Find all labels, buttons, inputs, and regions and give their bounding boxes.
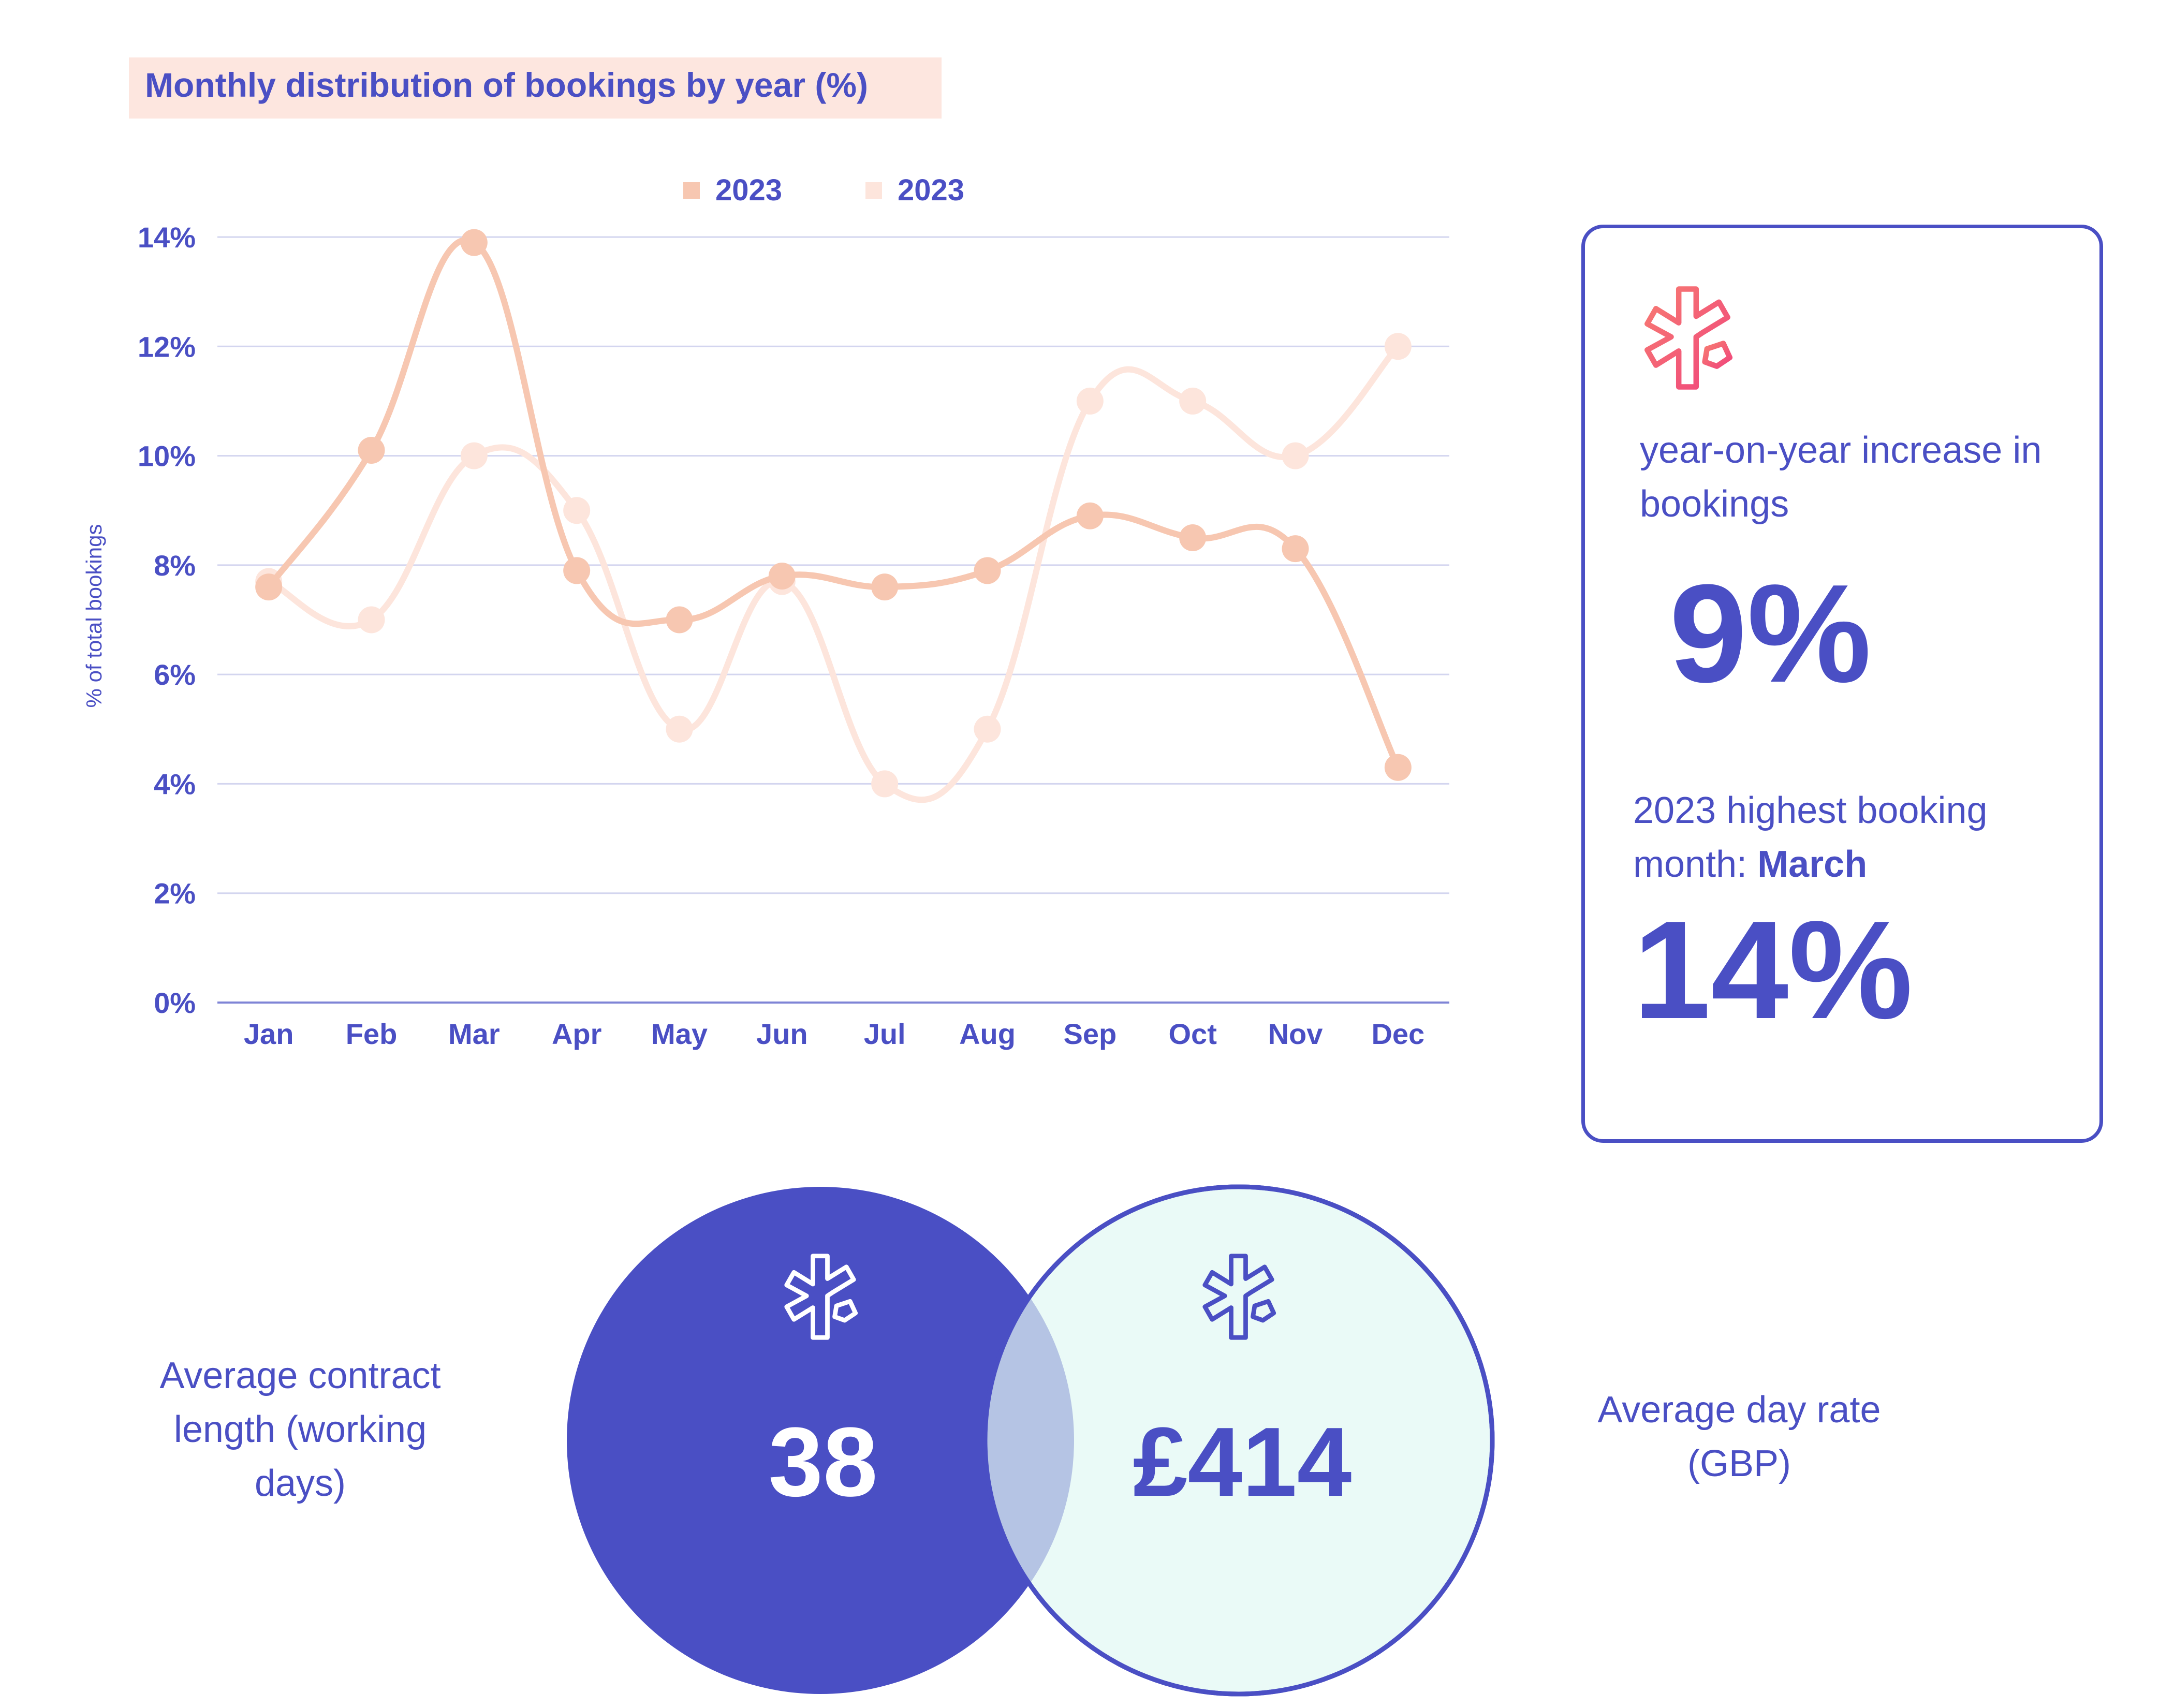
chart-title-background (129, 57, 942, 119)
highest-month-label: 2023 highest booking month: March (1633, 784, 2089, 891)
y-tick-label: 10% (138, 440, 196, 473)
highest-month-name: March (1757, 844, 1868, 885)
legend-label: 2023 (715, 173, 782, 207)
asterisk-medical-icon (1644, 286, 1733, 390)
data-point-0 (871, 573, 899, 601)
data-point-0 (1179, 524, 1207, 552)
legend-label: 2023 (898, 173, 964, 207)
data-point-1 (460, 442, 488, 469)
day-rate-label: Average day rate (GBP) (1597, 1389, 1881, 1484)
line-chart: 0% 2% 4% 6% 8% 10% 12% 14% Jan Feb Mar Apr May Jun Jul… (82, 173, 1449, 1050)
data-point-1 (1179, 387, 1207, 415)
data-point-1 (563, 497, 591, 524)
data-point-1 (1076, 387, 1104, 415)
y-axis-label: % of total bookings (82, 524, 106, 708)
y-tick-label: 14% (138, 221, 196, 254)
highest-month-value: 14% (1633, 892, 1913, 1048)
x-tick-label: Mar (448, 1018, 500, 1050)
legend-swatch (865, 182, 882, 199)
data-point-0 (1282, 535, 1309, 563)
day-rate-value: £414 (1133, 1407, 1352, 1517)
x-tick-label: Oct (1168, 1018, 1216, 1050)
data-point-1 (1282, 442, 1309, 469)
contract-length-value: 38 (768, 1407, 878, 1517)
data-point-1 (666, 715, 693, 743)
stats-card (1581, 225, 2103, 1143)
data-point-0 (255, 573, 283, 601)
x-tick-label: Apr (552, 1018, 601, 1050)
x-tick-label: Dec (1371, 1018, 1424, 1050)
x-tick-label: Jul (864, 1018, 906, 1050)
x-tick-label: Sep (1063, 1018, 1117, 1050)
data-point-0 (460, 229, 488, 256)
highest-month-prefix: 2023 highest booking month: (1633, 790, 1988, 885)
data-point-0 (358, 437, 385, 464)
x-tick-label: Jun (756, 1018, 808, 1050)
contract-length-label: Average contract length (working days) (159, 1355, 441, 1504)
yoy-increase-label: year-on-year increase in bookings (1640, 430, 2042, 525)
data-point-1 (871, 770, 899, 798)
data-point-0 (768, 562, 796, 590)
chart-title: Monthly distribution of bookings by year… (145, 66, 868, 104)
data-point-1 (358, 606, 385, 634)
venn-right-icon (1202, 1254, 1276, 1340)
x-tick-label: Feb (346, 1018, 398, 1050)
y-tick-label: 6% (154, 658, 196, 691)
y-tick-label: 4% (154, 768, 196, 800)
x-tick-label: Nov (1268, 1018, 1323, 1050)
y-tick-label: 0% (154, 986, 196, 1019)
y-tick-label: 2% (154, 877, 196, 910)
venn-left-circle (567, 1187, 1074, 1694)
data-point-0 (974, 557, 1001, 584)
data-point-0 (1384, 754, 1412, 781)
x-tick-label: Jan (244, 1018, 294, 1050)
data-point-0 (1076, 502, 1104, 529)
data-point-1 (974, 715, 1001, 743)
legend-swatch (683, 182, 700, 199)
yoy-increase-value: 9% (1669, 556, 1872, 712)
x-tick-label: May (651, 1018, 708, 1050)
y-tick-label: 8% (154, 549, 196, 582)
data-point-1 (1384, 333, 1412, 360)
venn-left-icon (784, 1254, 858, 1340)
data-point-0 (666, 606, 693, 634)
x-tick-label: Aug (959, 1018, 1016, 1050)
y-tick-label: 12% (138, 330, 196, 363)
data-point-0 (563, 557, 591, 584)
